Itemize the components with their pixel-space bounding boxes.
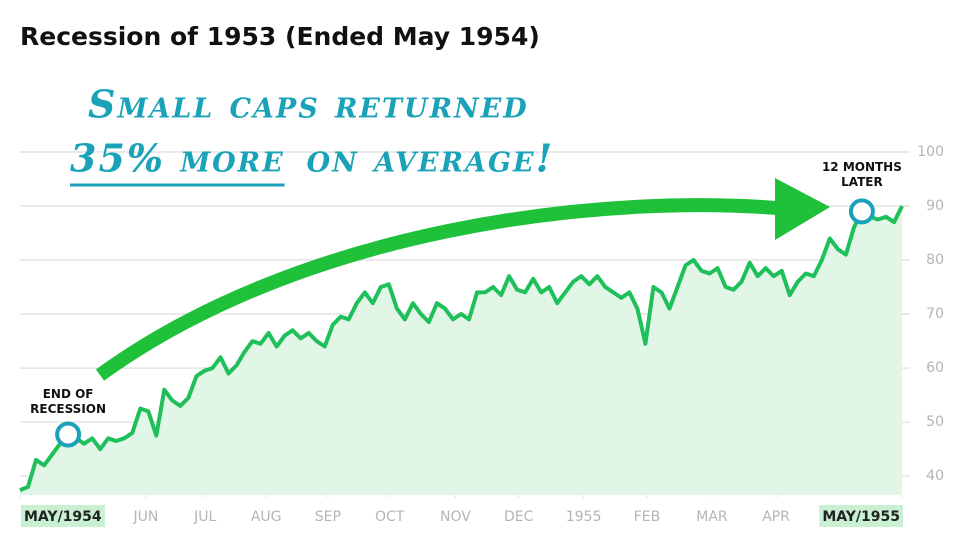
x-tick-label: JUL: [193, 509, 216, 525]
marker: [55, 421, 82, 448]
x-tick-label: APR: [762, 509, 790, 525]
y-tick-label: 40: [926, 468, 944, 484]
y-tick-label: 60: [926, 360, 944, 376]
x-tick-label: AUG: [251, 509, 282, 525]
x-tick-label: 1955: [566, 509, 602, 525]
y-tick-label: 100: [917, 144, 944, 160]
area: [20, 206, 902, 495]
arrow: [95, 198, 801, 381]
plot: 40 50 60 70 80 90 100 MAY/1954 JUN JUL AUG SEP OCT NO…: [19, 144, 944, 527]
x-tick-label: SEP: [315, 509, 341, 525]
x-tick-label: NOV: [440, 509, 471, 525]
x-tick-highlight: [819, 505, 903, 527]
y-tick-label: 70: [926, 306, 944, 322]
arrow-head: [775, 178, 830, 240]
x-tick-label: MAR: [696, 509, 728, 525]
line: [19, 205, 904, 492]
annotation: 12 MONTHS LATER: [822, 160, 902, 189]
annotation: END OF RECESSION: [30, 387, 106, 416]
x-tick-label: OCT: [375, 509, 405, 525]
headline: on average!: [307, 136, 555, 181]
x-tick-label: MAY/1955: [822, 509, 900, 525]
y-tick-label: 50: [926, 414, 944, 430]
chart-title: Recession of 1953 (Ended May 1954): [20, 22, 540, 51]
headline: 35% more: [70, 136, 285, 181]
y-tick-label: 80: [926, 252, 944, 268]
headline: Small caps returned: [88, 82, 529, 127]
x-tick-label: DEC: [504, 509, 534, 525]
x-tick-highlight: [21, 505, 105, 527]
marker: [848, 198, 875, 225]
x-tick-label: FEB: [634, 509, 661, 525]
x-tick-label: JUN: [132, 509, 158, 525]
x-tick-label: MAY/1954: [24, 509, 102, 525]
y-tick-label: 90: [926, 198, 944, 214]
